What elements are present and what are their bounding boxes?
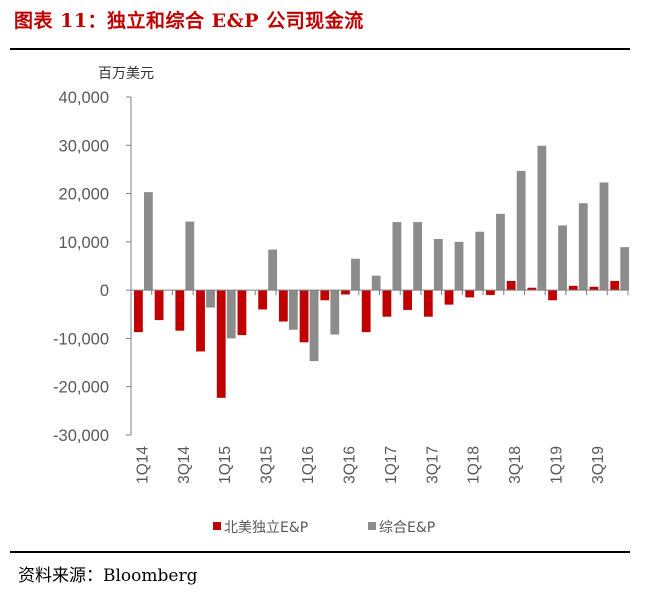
x-axis: 1Q14 3Q14 1Q15 3Q15 1Q16 3Q16 1Q17 3Q17 1Q18 3Q18… (130, 289, 629, 484)
top-rule (10, 48, 630, 50)
bar-integrated (433, 238, 443, 291)
x-tick-label: 3Q16 (341, 446, 358, 484)
x-tick-label: 1Q14 (134, 446, 151, 484)
source-note: 资料来源：Bloomberg (18, 566, 198, 586)
bar-independent (361, 290, 371, 333)
bar-independent (216, 290, 226, 398)
bar-independent (175, 290, 185, 331)
bar-integrated (413, 222, 423, 291)
bar-integrated (392, 222, 402, 291)
bar-independent (154, 290, 164, 321)
bar-integrated (185, 221, 195, 291)
bar-integrated (226, 290, 236, 339)
x-tick-label: 3Q14 (176, 446, 193, 484)
bar-integrated (351, 258, 360, 291)
bar-independent (134, 290, 143, 333)
y-tick-label: 40,000 (59, 89, 109, 107)
bar-independent (320, 290, 330, 301)
x-tick-label: 3Q19 (590, 446, 607, 484)
bar-independent (486, 290, 495, 295)
bar-integrated (288, 290, 298, 330)
bottom-rule (10, 551, 630, 553)
legend: 北美独立E&P 综合E&P (213, 520, 435, 536)
x-tick-label: 1Q16 (300, 446, 317, 484)
y-tick-label: 10,000 (59, 234, 109, 252)
bar-integrated (330, 290, 340, 335)
bar-independent (568, 285, 578, 291)
bar-integrated (496, 213, 505, 291)
legend-swatch-independent (213, 522, 221, 530)
x-tick-label: 3Q17 (424, 446, 441, 484)
bar-integrated (620, 247, 630, 291)
bar-independent (196, 290, 205, 352)
bar-independent (423, 290, 433, 317)
bar-integrated (206, 290, 215, 308)
bar-independent (278, 290, 288, 322)
y-tick-label: 0 (100, 282, 109, 300)
bar-independent (258, 290, 268, 310)
bar-independent (444, 290, 454, 305)
bar-integrated (144, 192, 153, 291)
y-axis: 40,000 30,000 20,000 10,000 0 -10,000 -20,000 -… (53, 89, 132, 445)
bar-independent (299, 290, 309, 343)
bar-integrated (558, 225, 567, 291)
y-tick-label: -10,000 (53, 330, 109, 348)
bar-independent (341, 290, 350, 295)
legend-label: 综合E&P (379, 520, 435, 536)
x-tick-label: 3Q15 (259, 446, 276, 484)
figure-title: 图表 11：独立和综合 E&P 公司现金流 (14, 10, 364, 32)
bar-integrated (309, 290, 319, 362)
bar-independent (465, 290, 475, 298)
bar-integrated (599, 182, 609, 291)
bar-independent (403, 290, 413, 310)
bar-integrated (578, 203, 588, 291)
legend-swatch-integrated (368, 522, 376, 530)
bars-group (134, 145, 630, 398)
x-tick-label: 1Q18 (466, 446, 483, 484)
y-tick-label: -20,000 (53, 379, 109, 397)
bar-integrated (454, 241, 464, 291)
legend-label: 北美独立E&P (224, 520, 308, 536)
bar-independent (589, 286, 599, 291)
bar-integrated (516, 170, 526, 291)
bar-independent (548, 290, 557, 301)
x-tick-label: 3Q18 (507, 446, 524, 484)
y-tick-label: 30,000 (59, 137, 109, 155)
bar-integrated (475, 231, 485, 291)
y-tick-label: 20,000 (59, 186, 109, 204)
bar-independent (237, 290, 247, 336)
unit-label: 百万美元 (98, 66, 154, 82)
bar-integrated (371, 275, 381, 291)
bar-independent (506, 280, 516, 291)
x-tick-label: 1Q17 (383, 446, 400, 484)
bar-integrated (268, 249, 278, 291)
bar-integrated (537, 145, 547, 291)
bar-independent (382, 290, 392, 317)
x-tick-label: 1Q15 (217, 446, 234, 484)
x-tick-label: 1Q19 (549, 446, 566, 484)
bar-independent (527, 287, 537, 291)
bar-independent (610, 280, 620, 291)
y-tick-label: -30,000 (53, 427, 109, 445)
